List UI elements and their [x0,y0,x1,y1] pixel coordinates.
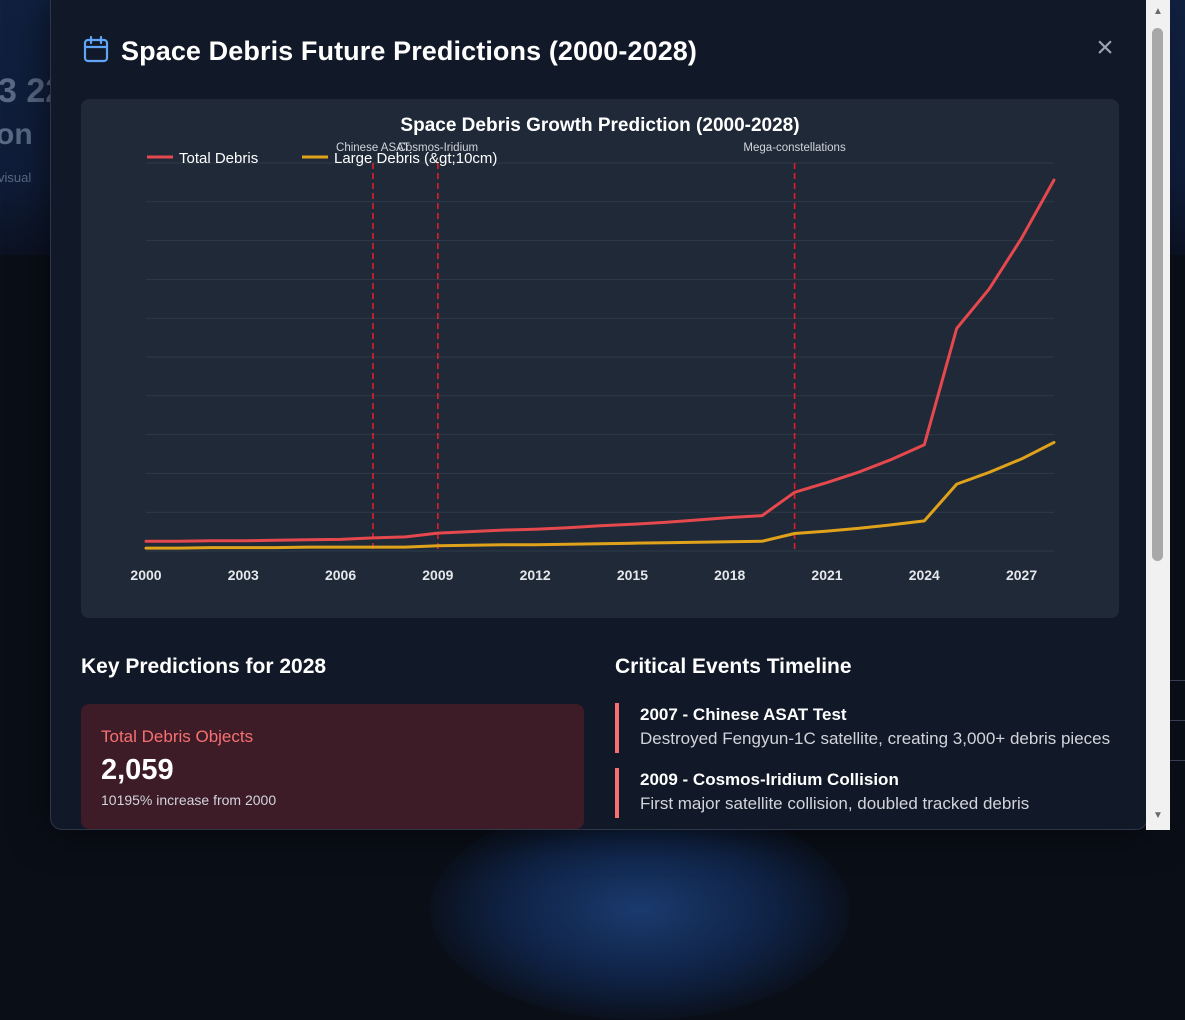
x-tick-label: 2009 [422,567,453,583]
total-debris-card: Total Debris Objects 2,059 10195% increa… [81,704,584,829]
event-title: 2007 - Chinese ASAT Test [640,705,847,724]
close-button[interactable]: × [1091,31,1119,64]
scroll-thumb[interactable] [1152,28,1163,561]
x-tick-label: 2015 [617,567,648,583]
background-heading-fragment: on [0,118,33,151]
x-tick-label: 2012 [520,567,551,583]
event-description: First major satellite collision, doubled… [640,794,1030,813]
scroll-up-icon[interactable]: ▲ [1153,6,1163,17]
annotation-label: Mega-constellations [743,142,846,154]
prediction-label: Total Debris Objects [101,727,254,746]
x-tick-label: 2024 [909,567,940,583]
background-divider [1170,760,1185,761]
predictions-modal: Space Debris Future Predictions (2000-20… [50,0,1148,830]
predictions-heading: Key Predictions for 2028 [81,655,327,678]
annotation-label: Cosmos-Iridium [398,142,479,154]
legend-label: Large Debris (&gt;10cm) [334,150,497,167]
debris-growth-chart: Space Debris Growth Prediction (2000-202… [130,115,1056,583]
prediction-subtext: 10195% increase from 2000 [101,792,277,808]
x-tick-label: 2021 [811,567,842,583]
background-divider [1170,720,1185,721]
annotation-label: Chinese ASAT [336,142,410,154]
scroll-down-icon[interactable]: ▼ [1153,810,1163,821]
modal-header: Space Debris Future Predictions (2000-20… [83,30,697,72]
chart-card: Space Debris Growth Prediction (2000-202… [81,99,1119,618]
chart-title: Space Debris Growth Prediction (2000-202… [400,115,799,136]
x-tick-label: 2027 [1006,567,1037,583]
x-tick-label: 2018 [714,567,745,583]
modal-title: Space Debris Future Predictions (2000-20… [121,35,698,66]
close-icon[interactable]: × [1096,31,1114,64]
series-line [144,440,1056,550]
x-tick-label: 2000 [130,567,161,583]
timeline-heading: Critical Events Timeline [615,655,852,678]
prediction-value: 2,059 [101,754,174,786]
legend-label: Total Debris [179,150,258,167]
event-title: 2009 - Cosmos-Iridium Collision [640,770,899,789]
series-line [144,178,1056,543]
event-description: Destroyed Fengyun-1C satellite, creating… [640,729,1111,748]
calendar-icon [83,35,109,68]
x-tick-label: 2003 [228,567,259,583]
background-glow [430,800,850,1020]
modal-scrollbar[interactable]: ▲ ▼ [1146,0,1170,830]
background-text-fragment: visual [0,170,32,185]
x-tick-label: 2006 [325,567,356,583]
timeline-event: 2007 - Chinese ASAT Test Destroyed Fengy… [615,703,1135,753]
background-divider [1170,680,1185,681]
timeline-event: 2009 - Cosmos-Iridium Collision First ma… [615,768,1135,818]
